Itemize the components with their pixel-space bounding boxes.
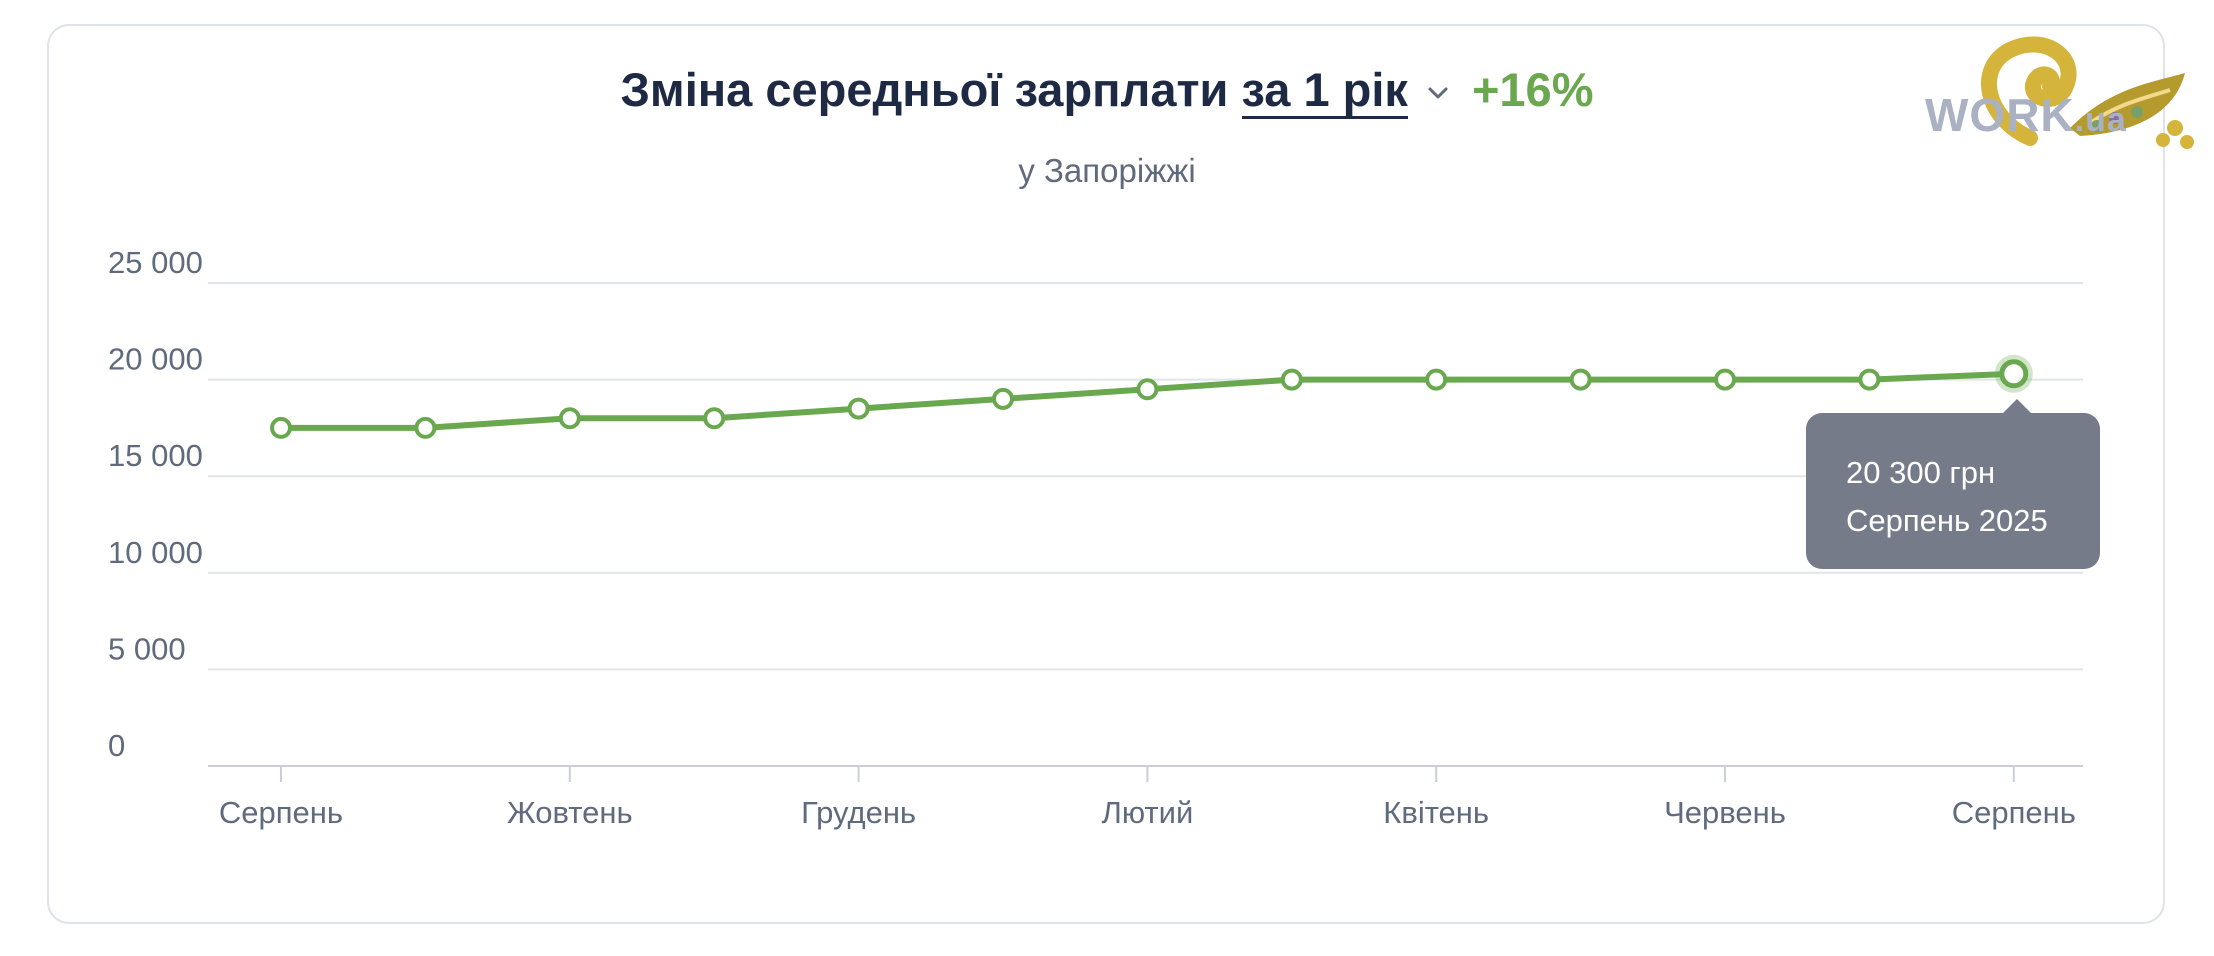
- data-point: [847, 397, 870, 420]
- x-tick-label: Серпень: [1952, 795, 2076, 830]
- salary-change-percent: +16%: [1471, 63, 1594, 116]
- y-tick-label: 0: [108, 728, 125, 763]
- data-point: [1280, 368, 1303, 391]
- tooltip-date: Серпень 2025: [1846, 503, 2048, 538]
- data-point: [1425, 368, 1448, 391]
- data-point-highlighted: [1999, 359, 2029, 389]
- data-point: [1858, 368, 1881, 391]
- y-tick-label: 25 000: [108, 245, 203, 280]
- y-tick-label: 10 000: [108, 535, 203, 570]
- period-selector[interactable]: за 1 рік: [1241, 64, 1408, 119]
- data-point: [703, 407, 726, 430]
- y-tick-label: 15 000: [108, 438, 203, 473]
- data-point: [270, 416, 292, 439]
- data-point: [1714, 368, 1736, 391]
- y-tick-label: 20 000: [108, 342, 203, 377]
- data-point: [1569, 368, 1592, 391]
- data-point: [1136, 378, 1159, 401]
- logo-ornament-icon: [1980, 36, 2194, 149]
- chart-title: Зміна середньої зарплати за 1 рік +16%: [0, 60, 2214, 120]
- tooltip-value: 20 300 грн: [1846, 455, 1996, 490]
- x-tick-label: Червень: [1664, 795, 1786, 830]
- chart-tooltip: 20 300 грн Серпень 2025: [1806, 399, 2100, 569]
- title-main: Зміна середньої зарплати: [620, 63, 1229, 116]
- chevron-down-icon[interactable]: [1418, 79, 1458, 109]
- chart-subtitle: у Запоріжжі: [1018, 152, 1196, 189]
- x-tick-label: Серпень: [219, 795, 343, 830]
- data-point: [414, 416, 437, 439]
- work-ua-logo: WORK.ua: [1875, 28, 2205, 168]
- x-tick-label: Жовтень: [507, 795, 633, 830]
- x-tick-label: Квітень: [1383, 795, 1489, 830]
- data-point: [992, 387, 1014, 410]
- x-tick-label: Грудень: [801, 795, 916, 830]
- x-tick-label: Лютий: [1102, 795, 1194, 830]
- data-point: [558, 407, 581, 430]
- y-tick-label: 5 000: [108, 631, 186, 666]
- logo-text: WORK.ua: [1925, 89, 2127, 141]
